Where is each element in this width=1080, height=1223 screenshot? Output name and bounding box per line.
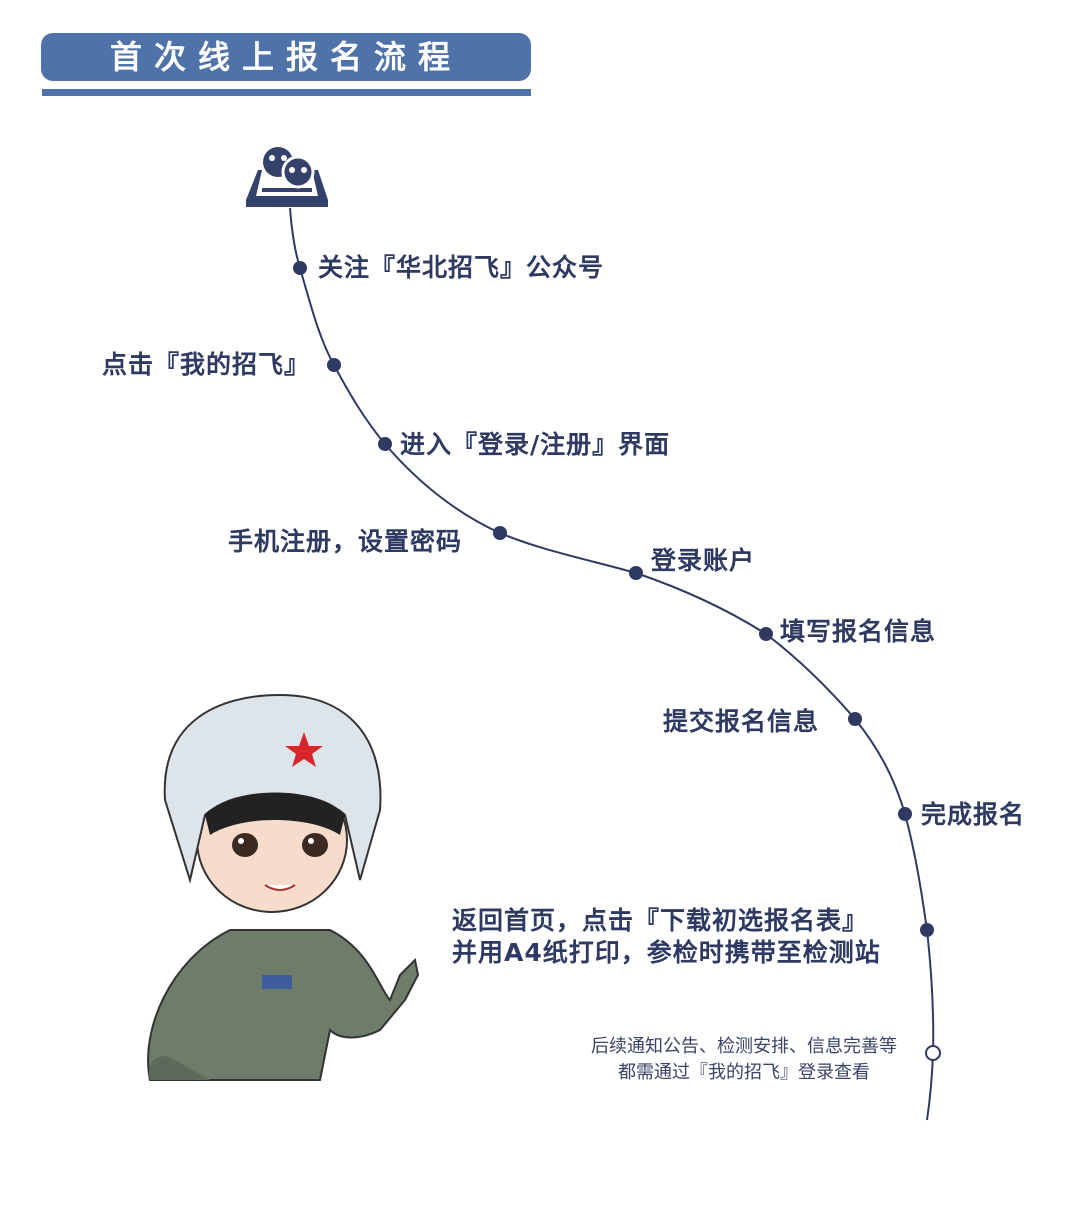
step-register-phone: 手机注册，设置密码	[228, 527, 463, 556]
title-underline	[42, 89, 531, 96]
step-download-form: 返回首页，点击『下载初选报名表』 并用A4纸打印，参检时携带至检测站	[452, 905, 881, 969]
step-dot	[848, 712, 862, 726]
pilot-illustration	[147, 693, 420, 1081]
step-click-my-recruitment: 点击『我的招飞』	[102, 350, 311, 379]
step-dot	[327, 358, 341, 372]
step-download-line1: 返回首页，点击『下载初选报名表』	[452, 906, 869, 935]
note-line2: 都需通过『我的招飞』登录查看	[618, 1062, 870, 1083]
step-dot	[898, 807, 912, 821]
step-dot	[493, 526, 507, 540]
page-title: 首次线上报名流程	[41, 33, 531, 81]
wechat-official-account-icon	[246, 147, 328, 207]
note-dot	[925, 1045, 941, 1061]
followup-note: 后续通知公告、检测安排、信息完善等 都需通过『我的招飞』登录查看	[570, 1034, 918, 1086]
step-dot	[759, 627, 773, 641]
step-submit-info: 提交报名信息	[663, 707, 820, 736]
flow-line	[289, 207, 935, 1121]
step-login-account: 登录账户	[651, 546, 756, 575]
step-fill-info: 填写报名信息	[780, 617, 937, 646]
step-complete: 完成报名	[921, 800, 1026, 829]
step-dot	[378, 437, 392, 451]
note-line1: 后续通知公告、检测安排、信息完善等	[591, 1036, 897, 1057]
step-download-line2: 并用A4纸打印，参检时携带至检测站	[452, 938, 881, 967]
step-dot	[920, 923, 934, 937]
step-dot	[293, 261, 307, 275]
step-enter-login: 进入『登录/注册』界面	[400, 430, 671, 459]
step-follow-account: 关注『华北招飞』公众号	[318, 253, 605, 282]
step-dot	[629, 566, 643, 580]
